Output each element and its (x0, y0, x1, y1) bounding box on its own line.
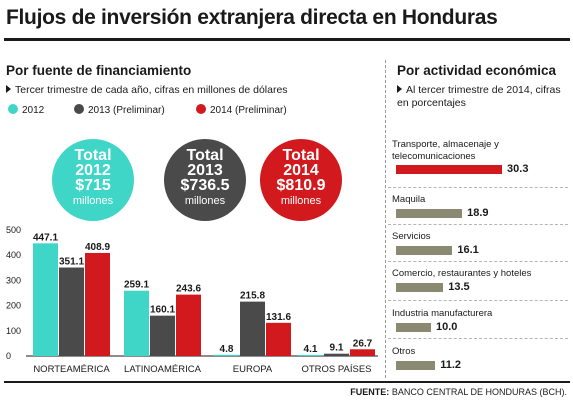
bar (298, 354, 323, 356)
activity-category-label: Industria manufacturera (392, 308, 493, 319)
legend-label: 2013 (Preliminar) (88, 105, 165, 116)
left-subtitle-text: Tercer trimestre de cada año, cifras en … (15, 84, 288, 96)
category-label: NORTEAMÉRICA (33, 364, 110, 375)
source-label: FUENTE: (350, 387, 390, 397)
bar-value-label: 4.1 (304, 344, 318, 355)
right-subtitle-text: Al tercer trimestre de 2014, cifras en p… (397, 84, 561, 109)
total-circle-2013: Total 2013 $736.5 millones (164, 139, 246, 221)
row-divider (388, 300, 568, 301)
activity-bar (396, 165, 503, 174)
row-divider (388, 261, 568, 262)
category-label: EUROPA (233, 364, 273, 375)
bar (150, 315, 175, 356)
bar (33, 243, 58, 356)
activity-category-label: Servicios (392, 231, 431, 242)
bar (124, 290, 149, 356)
circle-year: 2013 (187, 162, 223, 179)
activity-bar (396, 208, 463, 218)
y-tick-label: 100 (6, 326, 21, 336)
activity-category-label: Comercio, restaurantes y hoteles (392, 268, 532, 279)
circle-unit: millones (72, 195, 114, 207)
activity-value-label: 11.2 (440, 358, 461, 371)
triangle-bullet-icon (6, 85, 11, 93)
circle-label: Total (186, 147, 224, 164)
activity-value-label: 16.1 (457, 243, 479, 256)
circle-label: Total (74, 147, 112, 164)
activity-bar (396, 282, 444, 292)
page-title: Flujos de inversión extranjera directa e… (6, 6, 498, 29)
bar-value-label: 131.6 (266, 312, 291, 323)
activity-value-label: 13.5 (448, 280, 470, 293)
source-note: FUENTE: BANCO CENTRAL DE HONDURAS (BCH). (350, 387, 567, 397)
y-tick-label: 500 (6, 225, 21, 235)
row-divider (388, 338, 568, 339)
bar (240, 301, 265, 356)
bar-value-label: 243.6 (176, 284, 201, 295)
bar-value-label: 408.9 (85, 242, 110, 253)
y-tick-label: 300 (6, 275, 21, 285)
activity-value-label: 18.9 (467, 206, 489, 219)
right-subtitle: Al tercer trimestre de 2014, cifras en p… (397, 84, 569, 110)
bar (214, 354, 239, 356)
bar-value-label: 447.1 (33, 232, 58, 243)
total-circle-2014: Total 2014 $810.9 millones (260, 139, 342, 221)
activity-category-label: Otros (392, 346, 416, 357)
bar-value-label: 4.8 (220, 344, 234, 355)
bar-value-label: 259.1 (124, 280, 149, 291)
circle-label: Total (282, 147, 320, 164)
activity-bar (396, 245, 453, 255)
bar (350, 349, 375, 356)
bar (176, 294, 201, 356)
row-divider (388, 187, 568, 188)
circle-year: 2012 (75, 162, 111, 179)
legend-dot-icon (196, 104, 206, 114)
activity-bar (396, 360, 436, 370)
category-label: LATINOAMÉRICA (124, 364, 202, 375)
activity-value-label: 10.0 (436, 320, 458, 333)
bar (59, 267, 84, 356)
right-heading: Por actividad económica (397, 63, 557, 78)
circle-amount: $810.9 (276, 177, 326, 194)
footer-divider (4, 381, 570, 383)
activity-category-label: Transporte, almacenaje y telecomunicacio… (392, 139, 499, 162)
activity-bar (396, 322, 431, 332)
y-tick-label: 200 (6, 301, 21, 311)
legend-label: 2014 (Preliminar) (210, 105, 287, 116)
category-label: OTROS PAÍSES (301, 364, 371, 375)
circle-unit: millones (280, 195, 322, 207)
triangle-bullet-icon (397, 85, 402, 93)
bar (266, 322, 291, 356)
legend-item-2013: 2013 (Preliminar) (74, 104, 165, 116)
source-text: BANCO CENTRAL DE HONDURAS (BCH). (391, 387, 567, 397)
bar-value-label: 160.1 (150, 305, 175, 316)
bar-value-label: 215.8 (240, 291, 265, 302)
circle-amount: $715 (75, 177, 111, 194)
bar-value-label: 9.1 (330, 343, 344, 354)
circle-unit: millones (184, 195, 226, 207)
y-tick-label: 400 (6, 250, 21, 260)
total-circle-2012: Total 2012 $715 millones (52, 139, 134, 221)
bar (85, 252, 110, 356)
activity-category-label: Maquila (392, 194, 426, 205)
legend-dot-icon (74, 104, 84, 114)
title-divider (4, 38, 570, 41)
legend-label: 2012 (22, 105, 45, 116)
left-heading: Por fuente de financiamiento (6, 63, 192, 78)
legend-dot-icon (8, 104, 18, 114)
activity-value-label: 30.3 (507, 163, 529, 175)
circle-year: 2014 (283, 162, 319, 179)
row-divider (388, 224, 568, 225)
bar (324, 353, 349, 356)
circle-amount: $736.5 (180, 177, 230, 194)
bar-value-label: 351.1 (59, 257, 84, 268)
left-subtitle: Tercer trimestre de cada año, cifras en … (6, 84, 376, 97)
legend-item-2014: 2014 (Preliminar) (196, 104, 287, 116)
y-tick-label: 0 (6, 351, 11, 361)
bar-value-label: 26.7 (353, 338, 373, 349)
legend-item-2012: 2012 (8, 104, 44, 116)
section-divider (385, 60, 386, 378)
